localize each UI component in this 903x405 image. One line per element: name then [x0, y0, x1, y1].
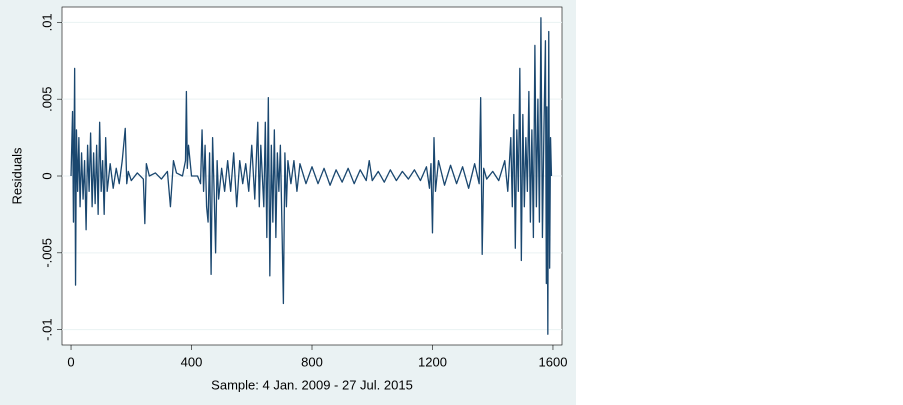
- y-tick-label: 0: [39, 172, 54, 179]
- y-tick-label: -.005: [39, 238, 54, 268]
- y-tick-label: -.01: [39, 318, 54, 340]
- x-tick-label: 800: [301, 354, 323, 369]
- y-axis-title: Residuals: [9, 147, 24, 205]
- x-tick-label: 1600: [539, 354, 568, 369]
- x-tick-label: 0: [67, 354, 74, 369]
- x-tick-label: 400: [181, 354, 203, 369]
- y-tick-label: .01: [39, 13, 54, 31]
- residual-line: [70, 17, 553, 335]
- x-axis-title: Sample: 4 Jan. 2009 - 27 Jul. 2015: [211, 377, 413, 392]
- y-tick-label: .005: [39, 87, 54, 112]
- x-tick-label: 1200: [418, 354, 447, 369]
